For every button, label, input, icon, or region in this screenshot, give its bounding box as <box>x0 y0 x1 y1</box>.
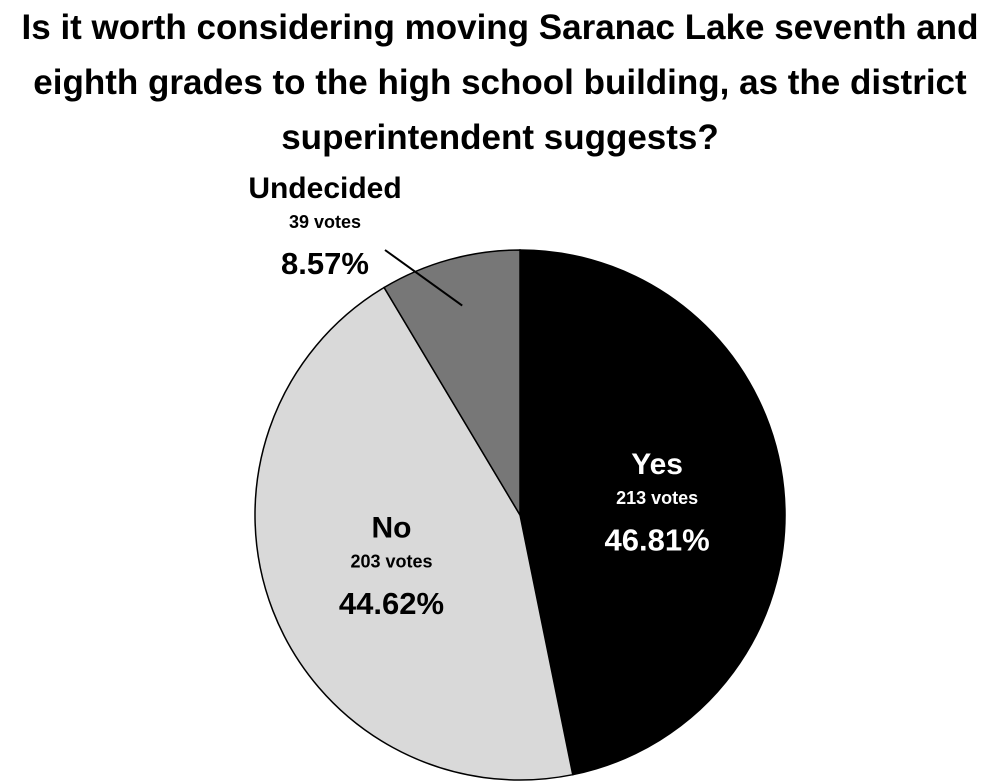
title-line: superintendent suggests? <box>281 118 719 157</box>
title-line: Is it worth considering moving Saranac L… <box>22 8 979 47</box>
slice-category-label: Undecided <box>248 172 401 205</box>
slice-votes-label: 203 votes <box>350 552 432 572</box>
slice-percent-label: 8.57% <box>281 246 369 281</box>
chart-title: Is it worth considering moving Saranac L… <box>22 8 979 157</box>
slice-votes-label: 213 votes <box>616 488 698 508</box>
pie-slice <box>254 286 574 781</box>
slice-votes-label: 39 votes <box>289 212 361 232</box>
slice-category-label: Yes <box>631 448 683 481</box>
slice-percent-label: 44.62% <box>339 586 444 621</box>
pie-slice <box>383 249 521 518</box>
leader-line <box>384 249 463 307</box>
pie-slice <box>519 249 786 776</box>
slice-percent-label: 46.81% <box>605 522 710 557</box>
title-line: eighth grades to the high school buildin… <box>33 63 967 102</box>
slice-category-label: No <box>371 512 411 545</box>
